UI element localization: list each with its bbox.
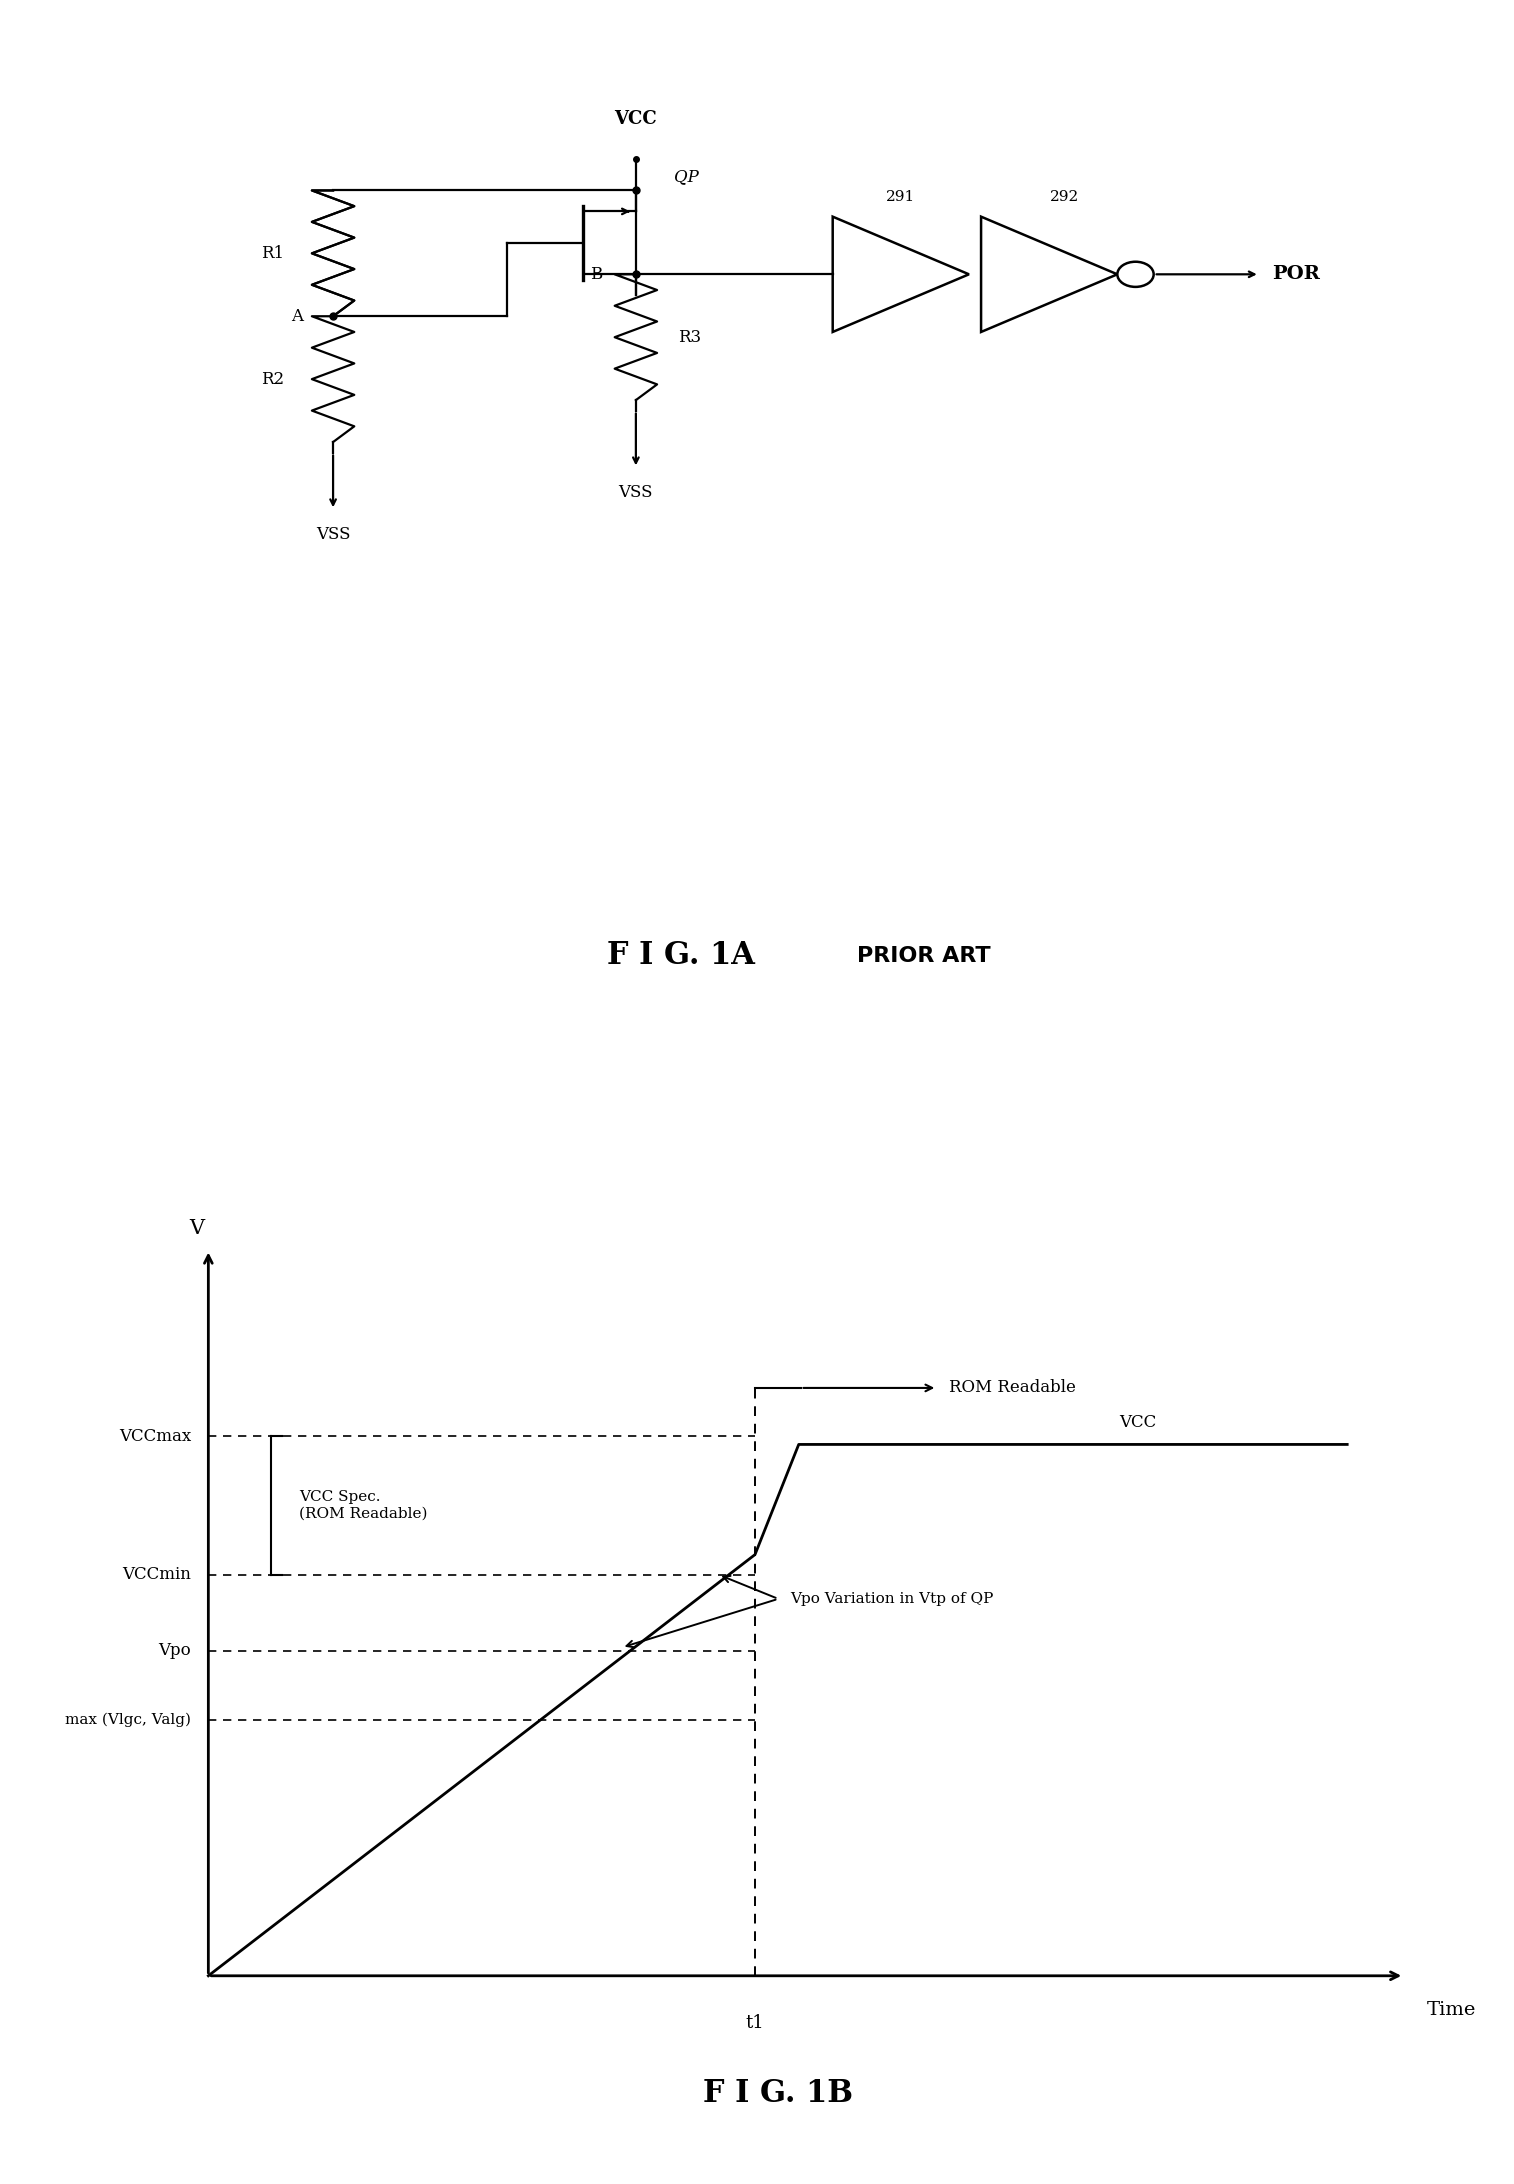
Text: R2: R2 [262,371,285,387]
Text: Vpo Variation in Vtp of QP: Vpo Variation in Vtp of QP [790,1592,993,1605]
Text: R3: R3 [678,330,701,345]
Text: PRIOR ART: PRIOR ART [857,946,990,965]
Text: QP: QP [674,168,698,186]
Text: Vpo: Vpo [159,1642,191,1660]
Text: F I G. 1B: F I G. 1B [702,2077,852,2110]
Text: ROM Readable: ROM Readable [949,1380,1075,1396]
Text: 291: 291 [886,190,916,203]
Text: Time: Time [1426,2001,1476,2020]
Text: F I G. 1A: F I G. 1A [607,941,755,972]
Text: VSS: VSS [316,526,350,544]
Text: V: V [189,1219,204,1238]
Text: 292: 292 [1049,190,1079,203]
Text: VCC: VCC [615,109,657,127]
Text: max (Vlgc, Valg): max (Vlgc, Valg) [65,1712,191,1728]
Text: VSS: VSS [619,485,653,500]
Text: B: B [590,266,603,282]
Text: VCCmin: VCCmin [123,1566,191,1583]
Text: VCCmax: VCCmax [120,1428,191,1446]
Text: POR: POR [1272,264,1320,284]
Text: VCC: VCC [1119,1413,1157,1431]
Text: A: A [291,308,303,325]
Text: R1: R1 [262,245,285,262]
Text: VCC Spec.
(ROM Readable): VCC Spec. (ROM Readable) [300,1489,428,1520]
Text: t1: t1 [745,2014,765,2031]
